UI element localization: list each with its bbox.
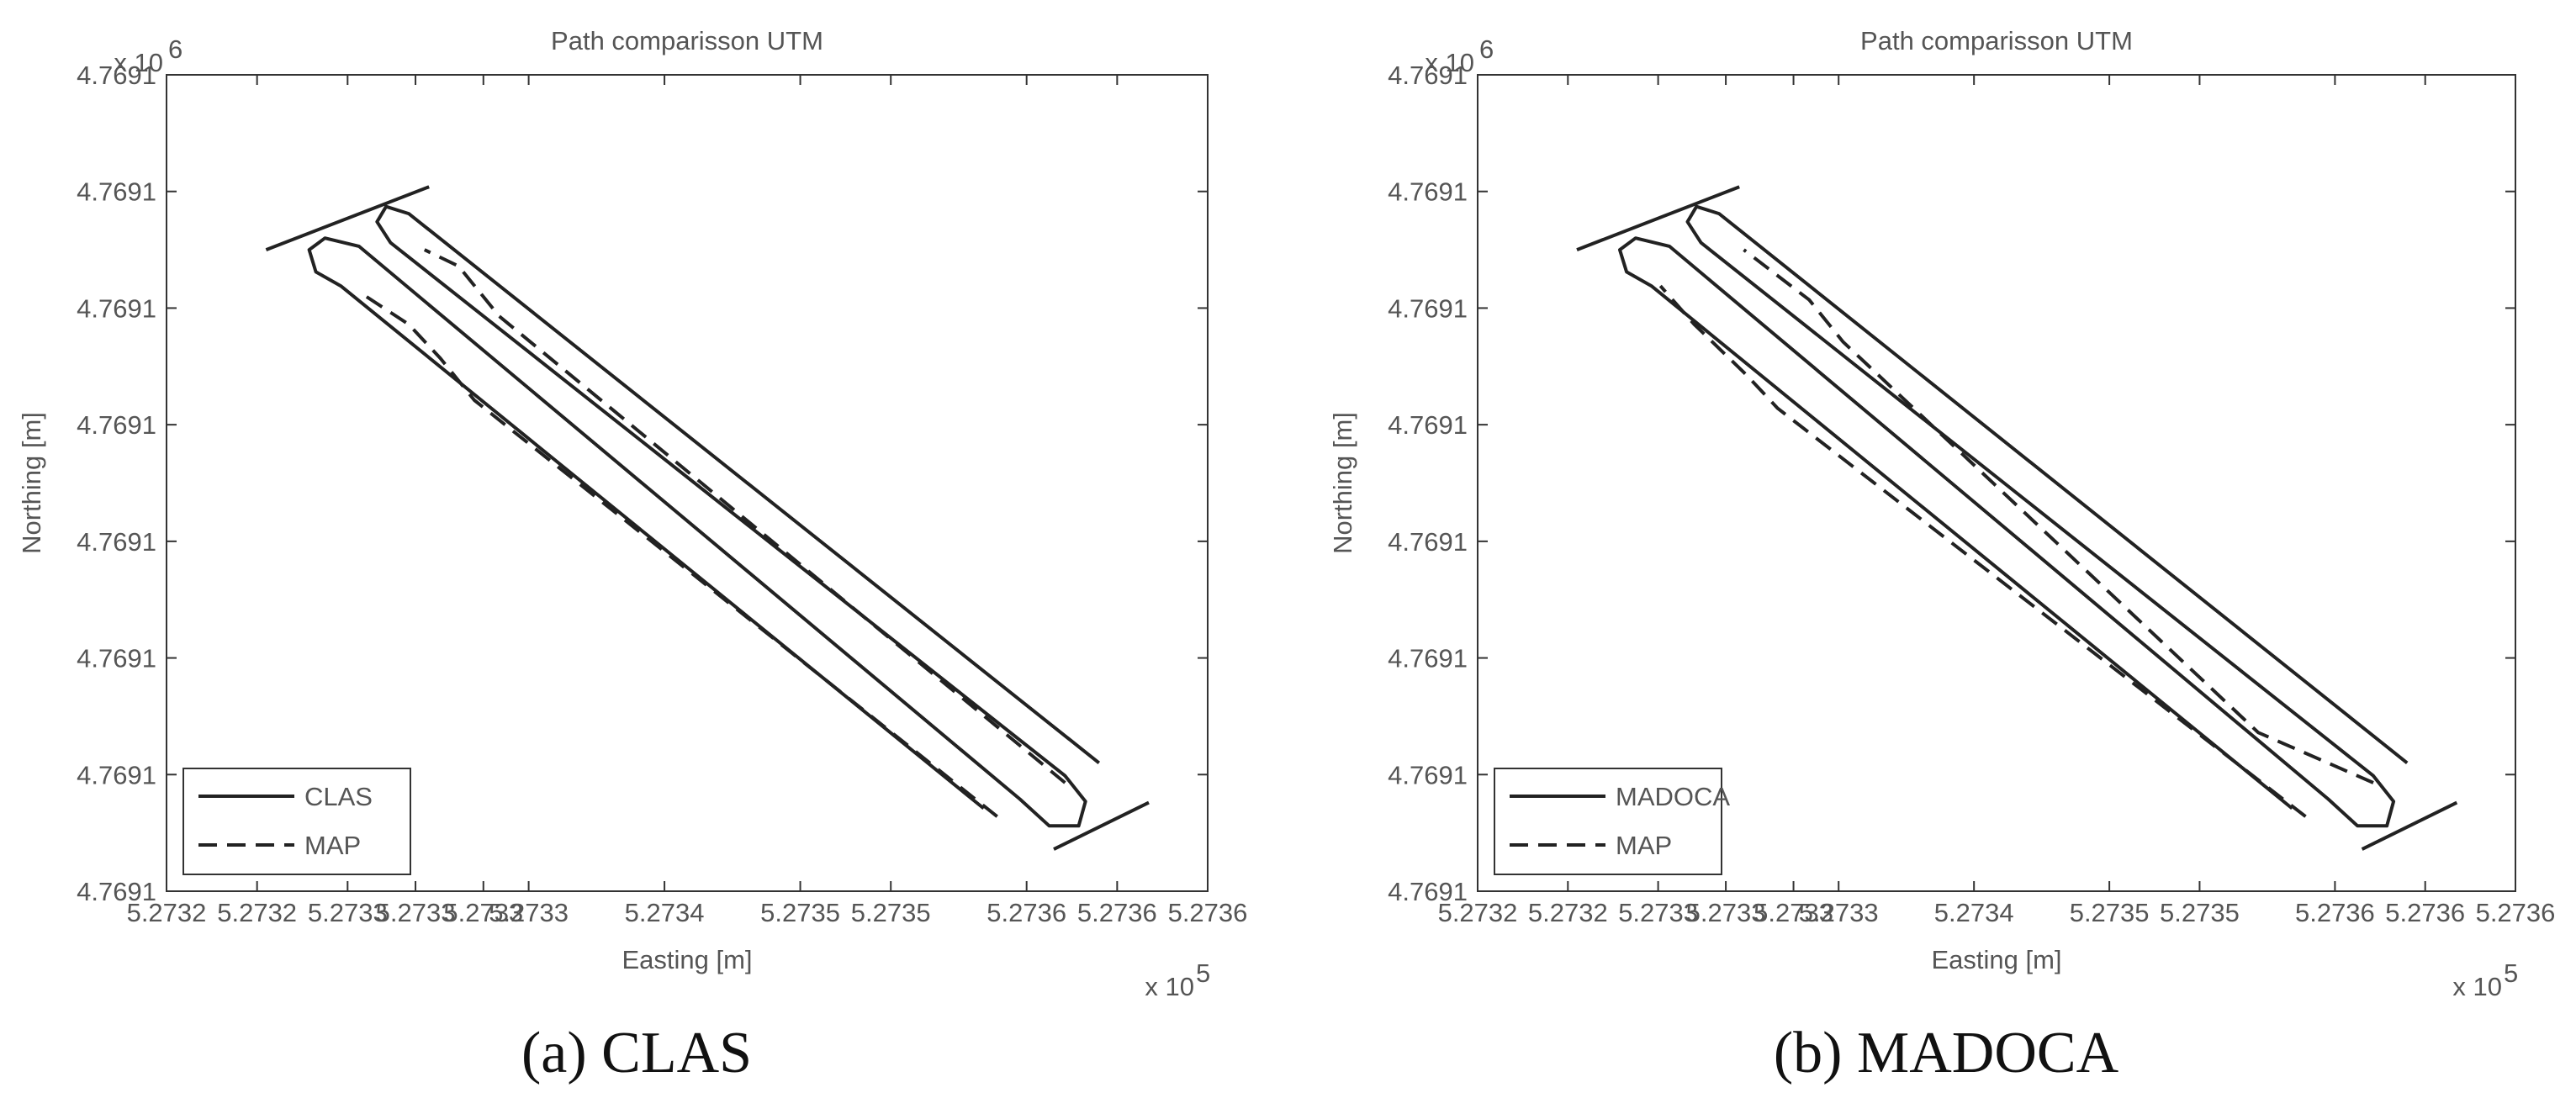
y-tick-label: 4.7691: [1388, 293, 1468, 323]
x-tick-label: 5.2736: [1077, 898, 1157, 927]
series-line: [265, 185, 1150, 851]
x-tick-label: 5.2736: [1168, 898, 1248, 927]
x-tick-label: 5.2732: [1528, 898, 1608, 927]
legend-label: CLAS: [304, 782, 373, 811]
x-axis-label: Easting [m]: [622, 945, 752, 974]
x-axis-label: Easting [m]: [1931, 945, 2061, 974]
series-line: [357, 248, 1066, 818]
x-tick-label: 5.2736: [986, 898, 1066, 927]
x-tick-label: 5.2733: [1799, 898, 1879, 927]
series-line: [1576, 185, 2458, 851]
y-tick-label: 4.7691: [1388, 760, 1468, 789]
figure-caption: (a) CLAS: [521, 1021, 752, 1085]
legend-box: [182, 768, 411, 875]
legend-label: MAP: [304, 831, 361, 860]
x-tick-label: 5.2735: [851, 898, 931, 927]
y-tick-label: 4.7691: [77, 177, 156, 207]
y-tick-label: 4.7691: [1388, 61, 1468, 90]
series-line: [1658, 248, 2374, 818]
y-tick-label: 4.7691: [1388, 877, 1468, 906]
y-tick-label: 4.7691: [77, 293, 156, 323]
x-tick-label: 5.2734: [1934, 898, 2014, 927]
chart: Path comparisson UTM Easting [m] Northing …: [17, 26, 1247, 1085]
x-tick-label: 5.2732: [217, 898, 297, 927]
figure-caption: (b) MADOCA: [1774, 1021, 2119, 1085]
x-exponent: 5: [2504, 958, 2518, 988]
chart-title: Path comparisson UTM: [1860, 26, 2133, 55]
y-tick-label: 4.7691: [77, 644, 156, 673]
plot-frame: [1477, 74, 2516, 892]
x-tick-label: 5.2736: [2476, 898, 2556, 927]
y-tick-label: 4.7691: [77, 760, 156, 789]
y-tick-label: 4.7691: [1388, 410, 1468, 440]
x-tick-label: 5.2735: [2070, 898, 2150, 927]
legend-label: MADOCA: [1616, 782, 1730, 811]
y-tick-label: 4.7691: [77, 527, 156, 557]
x-tick-label: 5.2735: [2160, 898, 2240, 927]
y-axis-label: Northing [m]: [17, 412, 46, 554]
x-tick-label: 5.2736: [2295, 898, 2375, 927]
y-tick-label: 4.7691: [1388, 527, 1468, 557]
y-multiplier: x 10: [114, 48, 163, 77]
y-tick-label: 4.7691: [1388, 177, 1468, 207]
y-tick-label: 4.7691: [77, 877, 156, 906]
x-tick-label: 5.2733: [376, 898, 456, 927]
x-tick-label: 5.2734: [625, 898, 705, 927]
x-tick-label: 5.2736: [2385, 898, 2465, 927]
x-multiplier: x 10: [2452, 972, 2502, 1001]
x-tick-label: 5.2732: [1438, 898, 1518, 927]
chart-title: Path comparisson UTM: [551, 26, 823, 55]
chart: Path comparisson UTM Easting [m] Northing …: [1328, 26, 2555, 1085]
x-tick-label: 5.2733: [308, 898, 388, 927]
plot-frame: [166, 74, 1209, 892]
y-tick-label: 4.7691: [1388, 644, 1468, 673]
x-tick-label: 5.2733: [1686, 898, 1766, 927]
x-multiplier: x 10: [1145, 972, 1194, 1001]
y-tick-label: 4.7691: [77, 410, 156, 440]
x-tick-label: 5.2735: [760, 898, 840, 927]
x-tick-label: 5.2733: [1618, 898, 1698, 927]
y-multiplier: x 10: [1425, 48, 1474, 77]
x-tick-label: 5.2733: [443, 898, 523, 927]
x-exponent: 5: [1196, 958, 1210, 988]
y-tick-label: 4.7691: [77, 61, 156, 90]
x-tick-label: 5.2733: [1753, 898, 1833, 927]
legend-box: [1494, 768, 1722, 875]
y-axis-label: Northing [m]: [1328, 412, 1357, 554]
x-tick-label: 5.2732: [127, 898, 207, 927]
legend-label: MAP: [1616, 831, 1672, 860]
y-exponent: 6: [168, 34, 182, 64]
y-exponent: 6: [1479, 34, 1494, 64]
x-tick-label: 5.2733: [489, 898, 569, 927]
